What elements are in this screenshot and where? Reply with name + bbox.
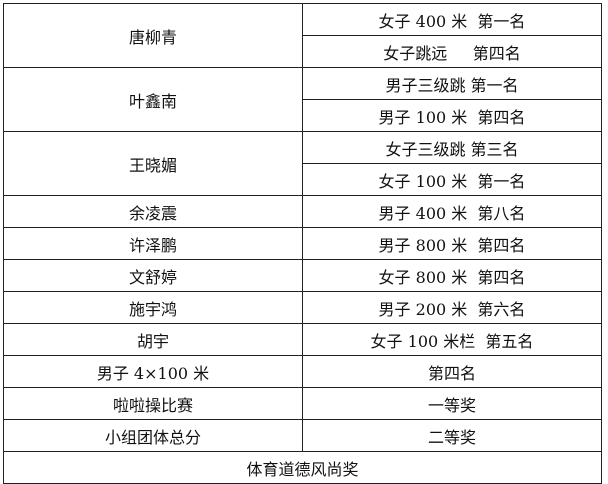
athlete-name-cell: 王晓媚 (3, 131, 303, 196)
award-cell: 第四名 (302, 355, 602, 388)
table-row: 施宇鸿 男子 200 米 第六名 (3, 291, 602, 324)
table-row: 胡宇 女子 100 米栏 第五名 (3, 323, 602, 356)
table-row: 男子 100 米 第四名 (4, 99, 602, 132)
table-row: 男子 4×100 米第四名 (3, 355, 602, 388)
athlete-name-cell: 施宇鸿 (3, 291, 303, 324)
awards-table: 唐柳青 女子 400 米 第一名 女子跳远 第四名 叶鑫南 男子三级跳 第一名 男子 10… (3, 3, 602, 484)
award-cell: 一等奖 (302, 387, 602, 420)
table-row: 余凌震 男子 400 米 第八名 (3, 195, 602, 228)
athlete-name-cell: 余凌震 (3, 195, 303, 228)
table-row: 啦啦操比赛 一等奖 (3, 387, 602, 420)
athlete-name-cell: 文舒婷 (3, 259, 303, 292)
sportsmanship-award-cell: 体育道德风尚奖 (3, 451, 602, 484)
table-row: 小组团体总分 二等奖 (3, 419, 602, 452)
award-cell: 女子 100 米栏 第五名 (302, 323, 602, 356)
award-cell: 女子跳远 第四名 (302, 35, 602, 68)
table-row: 体育道德风尚奖 (3, 451, 602, 484)
table-row: 王晓媚 女子三级跳 第三名 (3, 131, 602, 196)
athlete-name-cell: 叶鑫南 (3, 67, 303, 132)
athlete-name-cell: 男子 4×100 米 (3, 355, 303, 388)
table-row: 许泽鹏 男子 800 米 第四名 (3, 227, 602, 260)
table-row: 文舒婷 女子 800 米 第四名 (3, 259, 602, 292)
table-row: 女子跳远 第四名 (4, 35, 602, 68)
athlete-name-cell: 小组团体总分 (3, 419, 303, 452)
table-row: 叶鑫南 男子三级跳 第一名 (3, 67, 602, 132)
award-cell: 男子三级跳 第一名 (302, 67, 602, 100)
award-cell: 二等奖 (302, 419, 602, 452)
table-row: 女子 100 米 第一名 (4, 163, 602, 196)
award-cell: 女子 100 米 第一名 (302, 163, 602, 196)
award-cell: 女子三级跳 第三名 (302, 131, 602, 164)
athlete-name-cell: 啦啦操比赛 (3, 387, 303, 420)
athlete-name-cell: 唐柳青 (3, 3, 303, 68)
award-cell: 女子 400 米 第一名 (302, 3, 602, 36)
table-row: 唐柳青 女子 400 米 第一名 (3, 3, 602, 68)
athlete-name-cell: 许泽鹏 (3, 227, 303, 260)
award-cell: 女子 800 米 第四名 (302, 259, 602, 292)
award-cell: 男子 800 米 第四名 (302, 227, 602, 260)
athlete-name-cell: 胡宇 (3, 323, 303, 356)
award-cell: 男子 200 米 第六名 (302, 291, 602, 324)
award-cell: 男子 400 米 第八名 (302, 195, 602, 228)
award-cell: 男子 100 米 第四名 (302, 99, 602, 132)
